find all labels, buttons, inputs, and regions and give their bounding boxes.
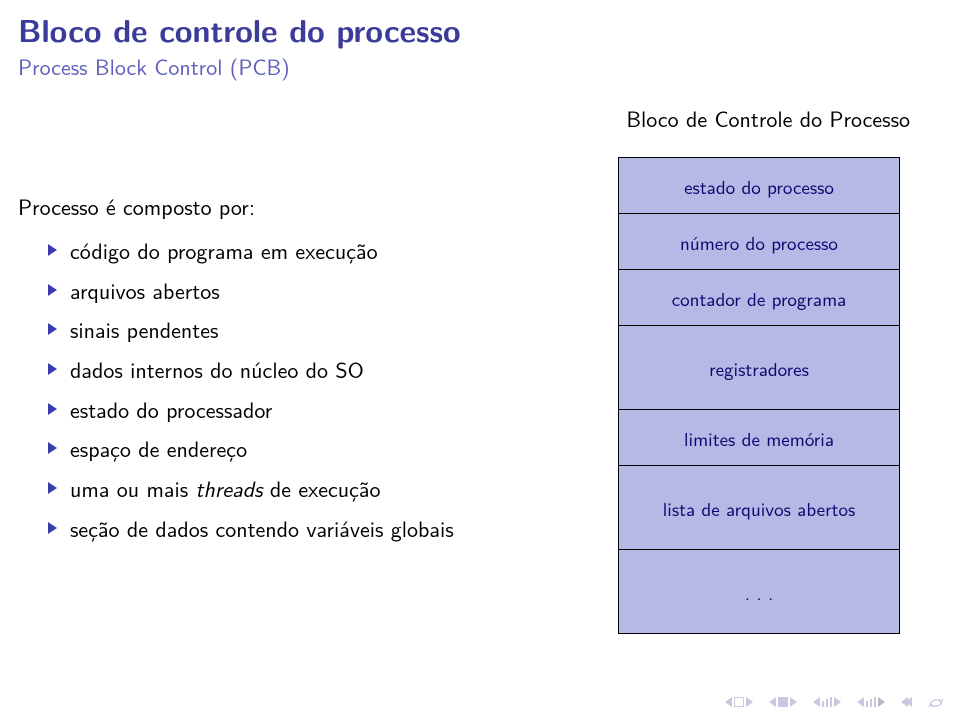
pcb-cell: registradores: [619, 326, 899, 410]
triangle-icon: [48, 442, 57, 454]
slide-subtitle: Process Block Control (PCB): [18, 50, 940, 82]
nav-section[interactable]: [769, 697, 797, 707]
pcb-cell: . . .: [619, 550, 899, 634]
bullet-item: dados internos do núcleo do SO: [48, 355, 488, 385]
lead-text: Processo é composto por:: [18, 190, 488, 222]
pcb-cell: número do processo: [619, 214, 899, 270]
bullet-item: estado do processador: [48, 395, 488, 425]
nav-frame[interactable]: [725, 697, 753, 707]
slide-title: Bloco de controle do processo: [18, 10, 940, 48]
triangle-icon: [48, 482, 57, 494]
slide: Bloco de controle do processo Process Bl…: [0, 0, 960, 718]
triangle-icon: [48, 244, 57, 256]
bullet-item: seção de dados contendo variáveis globai…: [48, 514, 488, 544]
pcb-caption: Bloco de Controle do Processo: [626, 102, 910, 134]
triangle-icon: [48, 363, 57, 375]
triangle-icon: [48, 403, 57, 415]
pcb-cell: estado do processo: [619, 158, 899, 214]
nav-appendix[interactable]: [857, 697, 885, 707]
pcb-diagram: estado do processonúmero do processocont…: [618, 157, 900, 634]
nav-loop-icon[interactable]: [928, 696, 942, 708]
pcb-cell: contador de programa: [619, 270, 899, 326]
pcb-cell: limites de memória: [619, 410, 899, 466]
triangle-icon: [48, 522, 57, 534]
bullet-item: sinais pendentes: [48, 315, 488, 345]
nav-subsection[interactable]: [813, 697, 841, 707]
nav-footer: [725, 696, 942, 708]
triangle-icon: [48, 323, 57, 335]
pcb-cell: lista de arquivos abertos: [619, 466, 899, 550]
bullet-item: código do programa em execução: [48, 236, 488, 266]
nav-back[interactable]: [901, 697, 912, 707]
bullet-item: arquivos abertos: [48, 276, 488, 306]
bullet-item: espaço de endereço: [48, 434, 488, 464]
triangle-icon: [48, 284, 57, 296]
bullet-list: código do programa em execução arquivos a…: [48, 236, 488, 544]
body-content: Processo é composto por: código do progr…: [18, 190, 488, 554]
bullet-item: uma ou mais threads de execução: [48, 474, 488, 504]
